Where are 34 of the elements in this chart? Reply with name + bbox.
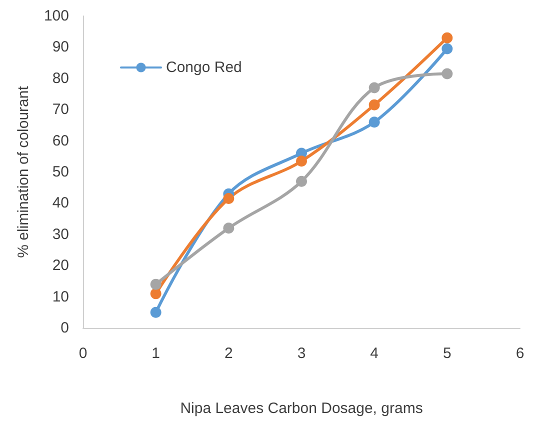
y-tick-label: 0: [60, 320, 69, 336]
x-tick-label: 4: [370, 345, 379, 362]
x-tick-label: 1: [152, 345, 160, 362]
y-tick-label: 60: [52, 132, 69, 150]
point: [296, 176, 307, 187]
point: [368, 82, 380, 94]
point: [368, 99, 380, 110]
x-tick-label: 6: [516, 345, 524, 362]
point: [442, 32, 453, 44]
y-tick-label: 70: [52, 101, 69, 118]
point: [223, 193, 234, 204]
x-tick-label: 5: [442, 345, 452, 362]
y-axis-title: % elimination of colourant: [15, 85, 32, 258]
y-tick-label: 40: [52, 194, 69, 212]
point: [150, 288, 162, 300]
x-tick-label: 0: [78, 345, 88, 362]
y-tick-label: 10: [52, 288, 69, 306]
point: [150, 306, 162, 318]
legend-label: Congo Red: [166, 59, 242, 76]
point: [368, 116, 380, 128]
y-tick-label: 100: [44, 8, 69, 24]
y-tick-label: 50: [52, 164, 69, 180]
y-tick-label: 20: [52, 257, 69, 274]
x-tick-label: 2: [224, 345, 233, 362]
point: [223, 222, 234, 234]
y-tick-label: 30: [52, 226, 69, 243]
x-tick-label: 3: [297, 345, 306, 362]
y-tick-label: 80: [52, 70, 69, 87]
y-tick-label: 90: [52, 38, 69, 56]
point: [150, 278, 162, 290]
point: [296, 156, 307, 167]
point: [442, 43, 453, 54]
point: [442, 68, 453, 80]
x-axis-title: Nipa Leaves Carbon Dosage, grams: [180, 400, 423, 417]
